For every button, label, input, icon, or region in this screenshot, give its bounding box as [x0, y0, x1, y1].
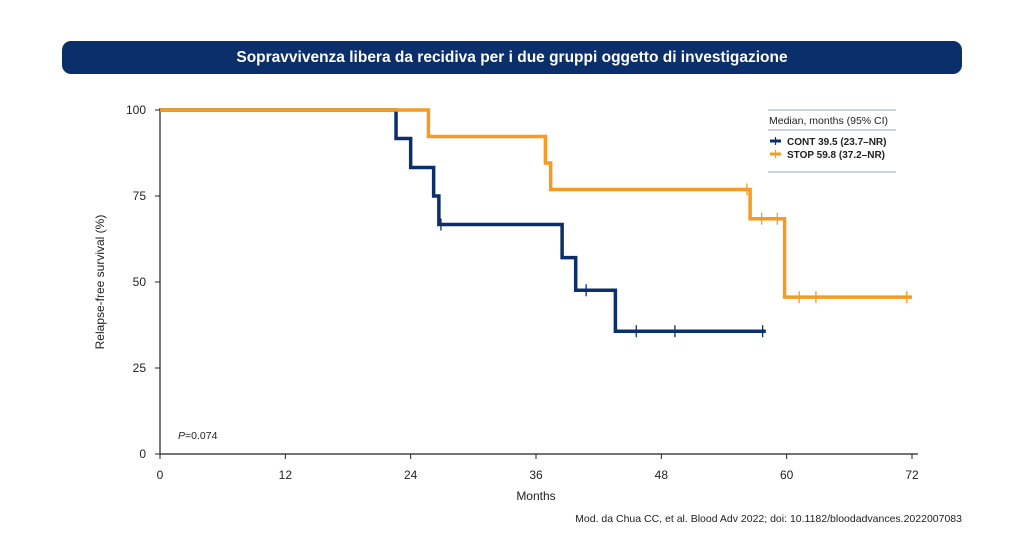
survival-curve-stop: [160, 108, 912, 299]
survival-curve-cont: [160, 108, 766, 333]
x-tick-label: 36: [529, 468, 543, 482]
x-axis-label: Months: [516, 489, 555, 503]
x-tick-label: 24: [404, 468, 418, 482]
legend-entry-stop: STOP 59.8 (37.2–NR): [787, 150, 885, 161]
legend-title: Median, months (95% CI): [769, 115, 888, 127]
y-tick-label: 100: [126, 103, 146, 117]
x-tick-label: 0: [157, 468, 164, 482]
x-tick-label: 48: [655, 468, 669, 482]
chart-title-banner: Sopravvivenza libera da recidiva per i d…: [62, 41, 962, 74]
y-axis-label: Relapse-free survival (%): [93, 215, 107, 350]
x-tick-label: 72: [905, 468, 919, 482]
x-tick-label: 12: [279, 468, 293, 482]
legend: Median, months (95% CI) CONT 39.5 (23.7–N…: [768, 109, 896, 173]
chart-title: Sopravvivenza libera da recidiva per i d…: [236, 48, 788, 66]
y-tick-label: 75: [133, 189, 147, 203]
y-tick-label: 50: [133, 275, 147, 289]
axes: 0 25 50 75 100 0 12 24 36 48 60 72 Months Relapse-fre…: [93, 103, 919, 503]
source-citation: Mod. da Chua CC, et al. Blood Adv 2022; …: [575, 513, 962, 525]
y-tick-label: 0: [139, 447, 146, 461]
x-tick-label: 60: [780, 468, 794, 482]
legend-entry-cont: CONT 39.5 (23.7–NR): [787, 137, 886, 148]
p-value-annotation: P=0.074: [178, 430, 218, 442]
survival-curves: [160, 108, 912, 338]
y-tick-label: 25: [133, 361, 147, 375]
